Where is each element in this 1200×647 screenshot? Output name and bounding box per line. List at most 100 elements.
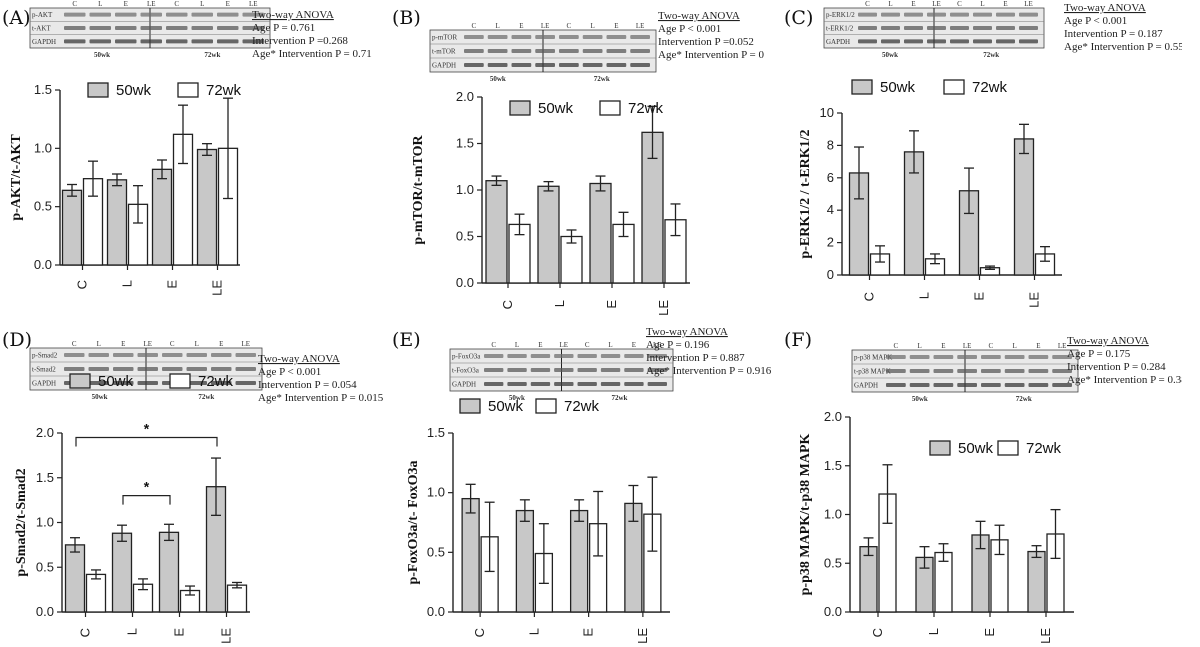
anova-line: Intervention P = 0.187	[1064, 28, 1163, 40]
blot-band	[162, 367, 183, 371]
blot-row-label: p-p38 MAPK	[854, 354, 892, 362]
legend-label: 72wk	[1026, 440, 1062, 457]
blot-band	[996, 12, 1015, 17]
blot-lane-label: E	[124, 0, 128, 8]
blot-lane-label: E	[911, 0, 915, 8]
blot-band	[535, 49, 555, 53]
blot-lane-label: LE	[143, 340, 152, 348]
blot-band	[88, 353, 109, 357]
blot-band	[64, 26, 86, 30]
blot-lane-label: LE	[636, 22, 645, 30]
blot-band	[511, 35, 532, 39]
panel-label: (E)	[392, 329, 421, 351]
blot-band	[191, 26, 213, 30]
blot-band	[115, 26, 137, 30]
blot-lane-label: E	[121, 340, 125, 348]
western-blot: p-FoxO3a t-FoxO3a GAPDH	[449, 348, 674, 392]
blot-band	[88, 367, 109, 371]
legend-label: 50wk	[488, 398, 524, 415]
blot-lane-label: C	[72, 0, 77, 8]
x-tick-label: L	[552, 300, 567, 307]
blot-band	[64, 367, 85, 371]
blot-band	[904, 39, 923, 44]
y-tick-label: 0.5	[34, 199, 52, 214]
legend-label: 50wk	[538, 100, 574, 117]
panel-c: (C) p-ERK1/2 t-ERK1/2 GAPDH C L E LE C L E LE 50wk 72…	[782, 0, 1182, 323]
x-tick-label: LE	[635, 628, 650, 644]
anova-line: Intervention P = 0.054	[258, 379, 357, 391]
blot-band	[996, 26, 1015, 30]
blot-band	[957, 355, 977, 359]
blot-band	[464, 35, 484, 39]
blot-lane-label: C	[585, 341, 590, 349]
blot-band	[484, 354, 504, 358]
blot-row-label: GAPDH	[32, 38, 56, 46]
blot-band	[554, 368, 574, 372]
blot-row-label: p-Smad2	[32, 352, 58, 360]
x-tick-label: E	[604, 300, 619, 309]
blot-row-label: t-ERK1/2	[826, 25, 854, 33]
blot-group-label: 72wk	[1016, 395, 1032, 403]
y-axis-label: p-p38 MAPK/t-p38 MAPK	[798, 434, 813, 596]
anova-line: Intervention P =0.268	[252, 35, 348, 47]
blot-band	[582, 63, 603, 67]
legend-label: 72wk	[564, 398, 600, 415]
bar	[859, 546, 878, 613]
blot-band	[464, 63, 484, 67]
blot-band	[904, 12, 923, 17]
y-tick-label: 0.0	[427, 604, 445, 619]
x-tick-label: L	[526, 628, 541, 635]
significance-star: *	[144, 420, 150, 436]
panel-label: (D)	[2, 329, 32, 351]
blot-band	[166, 12, 188, 17]
bar	[111, 532, 133, 613]
blot-lane-label: L	[1012, 342, 1016, 350]
blot-band	[64, 353, 85, 357]
blot-band	[881, 26, 900, 30]
legend-swatch	[599, 100, 621, 116]
blot-band	[950, 12, 969, 17]
blot-lane-label: L	[917, 342, 921, 350]
blot-lane-label: L	[515, 341, 519, 349]
blot-band	[530, 382, 551, 386]
panel-e: (E) p-FoxO3a t-FoxO3a GAPDH C L E LE C L E LE 50wk 72…	[390, 322, 790, 645]
y-tick-label: 1.0	[456, 182, 474, 197]
blot-band	[582, 35, 603, 39]
blot-band	[957, 369, 977, 373]
blot-band	[1019, 39, 1038, 44]
blot-band	[606, 35, 627, 39]
y-tick-label: 2	[827, 235, 834, 250]
blot-band	[981, 383, 1001, 387]
blot-band	[577, 368, 597, 372]
blot-band	[624, 368, 644, 372]
blot-band	[186, 381, 207, 385]
blot-band	[606, 49, 627, 53]
blot-band	[88, 381, 109, 385]
blot-lane-label: C	[865, 0, 870, 8]
blot-band	[957, 383, 977, 387]
legend-swatch	[997, 440, 1019, 456]
anova-line: Intervention P = 0.284	[1067, 361, 1166, 373]
blot-lane-label: C	[894, 342, 899, 350]
panel-label: (A)	[2, 7, 31, 29]
legend-swatch	[851, 79, 873, 95]
anova-line: Age* Intervention P = 0.71	[252, 48, 372, 60]
y-tick-label: 8	[827, 137, 834, 152]
western-blot: p-mTOR t-mTOR GAPDH	[429, 29, 657, 73]
blot-band	[1004, 369, 1025, 373]
blot-lane-label: LE	[147, 0, 156, 8]
blot-band	[647, 368, 667, 372]
y-tick-label: 2.0	[456, 89, 474, 104]
blot-band	[624, 354, 644, 358]
y-tick-label: 1.5	[824, 458, 842, 473]
blot-lane-label: L	[97, 340, 101, 348]
legend-swatch	[943, 79, 965, 95]
x-tick-label: LE	[1038, 628, 1053, 644]
x-tick-label: E	[581, 628, 596, 637]
legend-swatch	[929, 440, 951, 456]
blot-band	[886, 369, 906, 373]
x-tick-label: C	[862, 292, 877, 301]
anova-line: Age* Intervention P = 0.550	[1064, 41, 1182, 53]
